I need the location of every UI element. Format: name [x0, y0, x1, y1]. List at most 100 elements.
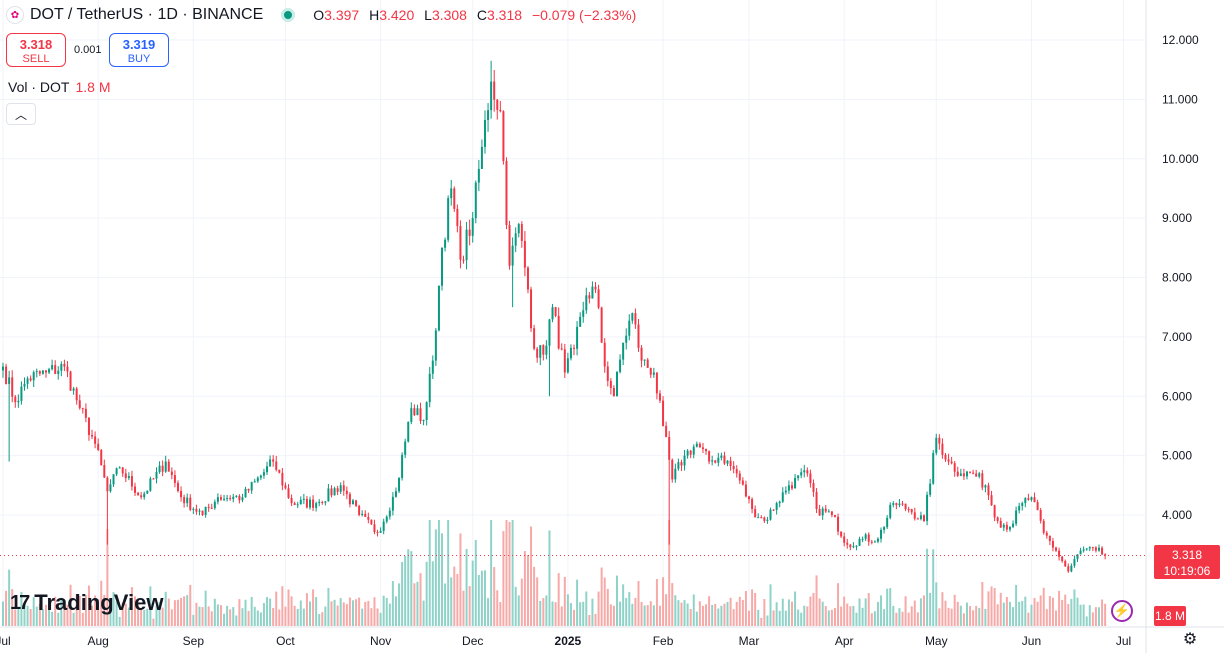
volume-bar: [1101, 599, 1104, 626]
volume-bar: [487, 598, 490, 626]
volume-bar: [17, 609, 20, 626]
volume-bar: [720, 605, 723, 626]
volume-bar: [462, 590, 465, 626]
candle-body: [910, 509, 913, 513]
volume-bar: [216, 604, 219, 626]
volume-bar: [784, 610, 787, 626]
candle-body: [351, 500, 354, 505]
candle-body: [1039, 510, 1042, 521]
candle-body: [290, 497, 293, 504]
time-axis: Jul Aug Sep Oct Nov Dec 2025 Feb Mar Apr May Jun Jul: [0, 634, 1131, 648]
volume-bar: [78, 595, 81, 626]
volume-bar: [1015, 584, 1018, 626]
candle-body: [1030, 497, 1033, 500]
volume-bar: [530, 526, 533, 626]
polkadot-icon[interactable]: ✿: [6, 6, 24, 24]
sell-button[interactable]: 3.318 SELL: [6, 33, 66, 67]
candle-body: [530, 289, 533, 329]
candle-body: [996, 517, 999, 521]
volume-bar: [38, 603, 41, 626]
candle-body: [1061, 556, 1064, 562]
candle-body: [149, 478, 152, 491]
gear-icon[interactable]: ⚙: [1182, 631, 1198, 648]
candle-body: [312, 499, 315, 508]
candle-body: [594, 286, 597, 290]
candle-body: [164, 461, 167, 472]
volume-bar: [514, 586, 517, 626]
time-tick-label: Dec: [462, 634, 483, 648]
candle-body: [898, 503, 901, 506]
candle-body: [554, 307, 557, 316]
volume-bar: [189, 584, 192, 626]
candlesticks: [2, 60, 1107, 573]
volume-bar: [394, 596, 397, 626]
volume-tag: 1.8 M: [1154, 606, 1186, 626]
volume-bar: [223, 613, 226, 626]
candle-body: [425, 402, 428, 420]
candle-body: [576, 326, 579, 349]
buy-button[interactable]: 3.319 BUY: [109, 33, 169, 67]
price-tick-label: 8.000: [1162, 271, 1192, 285]
candle-body: [229, 498, 232, 500]
candle-body: [827, 511, 830, 513]
candle-body: [339, 485, 342, 492]
volume-bar: [20, 591, 23, 626]
volume-bar: [109, 602, 112, 626]
candle-body: [637, 324, 640, 348]
lightning-icon[interactable]: ⚡: [1111, 600, 1133, 622]
candle-body: [526, 267, 529, 290]
volume-bar: [655, 579, 658, 626]
candle-body: [1048, 535, 1051, 542]
volume-bar: [619, 601, 622, 626]
volume-bar: [84, 595, 87, 626]
volume-bar: [250, 596, 253, 626]
candle-body: [941, 443, 944, 455]
collapse-legend-button[interactable]: ︿: [6, 103, 36, 125]
volume-bar: [916, 612, 919, 626]
candle-body: [287, 488, 290, 498]
candle-body: [603, 342, 606, 367]
volume-bar: [708, 596, 711, 626]
volume-bar: [806, 606, 809, 626]
volume-bar: [97, 599, 100, 626]
volume-bar: [864, 598, 867, 626]
tradingview-logo[interactable]: 17 TradingView: [10, 590, 163, 616]
volume-bar: [726, 601, 729, 626]
candle-body: [112, 474, 115, 485]
time-tick-label: Jul: [1116, 634, 1131, 648]
candle-body: [238, 495, 241, 501]
candle-body: [480, 146, 483, 169]
volume-bar: [748, 610, 751, 626]
volume-bar: [797, 609, 800, 626]
candle-body: [1073, 559, 1076, 566]
ohlc-low-value: 3.308: [431, 7, 467, 23]
volume-legend[interactable]: Vol · DOT 1.8 M: [8, 79, 110, 95]
volume-bar: [729, 597, 732, 626]
volume-bar: [557, 573, 560, 626]
candle-body: [441, 247, 444, 286]
volume-bar: [705, 604, 708, 626]
candle-body: [11, 377, 14, 397]
candle-body: [376, 532, 379, 534]
candle-body: [818, 509, 821, 516]
candle-body: [1067, 566, 1070, 572]
volume-bar: [843, 596, 846, 626]
candle-body: [305, 498, 308, 508]
volume-bar: [434, 529, 437, 626]
volume-bar: [1005, 596, 1008, 626]
symbol-title[interactable]: DOT / TetherUS · 1D · BINANCE: [30, 6, 264, 23]
candle-body: [913, 512, 916, 519]
volume-bar: [760, 617, 763, 626]
volume-bar: [969, 606, 972, 626]
volume-bar: [327, 588, 330, 626]
candle-body: [889, 504, 892, 518]
candle-body: [784, 490, 787, 493]
candle-body: [244, 488, 247, 498]
candle-body: [1055, 547, 1058, 551]
time-tick-label: Oct: [276, 634, 295, 648]
candle-body: [499, 109, 502, 112]
volume-bar: [490, 520, 493, 626]
candle-body: [569, 347, 572, 359]
candle-body: [342, 485, 345, 491]
